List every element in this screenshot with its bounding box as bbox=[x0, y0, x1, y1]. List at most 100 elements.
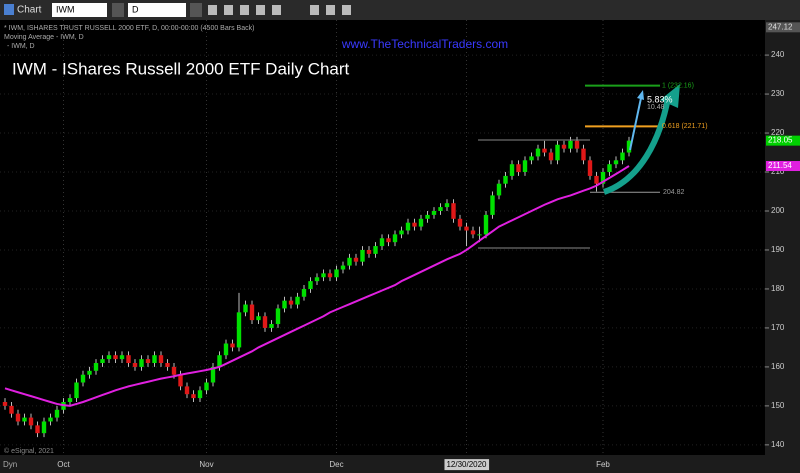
y-tick-label: 180 bbox=[771, 284, 785, 293]
candle-body bbox=[282, 300, 287, 309]
header-line: * IWM, ISHARES TRUST RUSSELL 2000 ETF, D… bbox=[4, 25, 254, 32]
candle-body bbox=[197, 390, 203, 399]
candle-body bbox=[35, 425, 40, 434]
footer-mode[interactable]: Dyn bbox=[3, 460, 17, 469]
candle-body bbox=[145, 359, 151, 364]
app-icon[interactable] bbox=[4, 4, 14, 15]
candle-body bbox=[288, 300, 294, 305]
candle-body bbox=[184, 386, 190, 395]
candle-body bbox=[548, 152, 554, 161]
tool-icon[interactable] bbox=[256, 5, 265, 15]
candle-body bbox=[626, 140, 632, 153]
candle-body bbox=[464, 226, 469, 231]
y-tick-label: 220 bbox=[771, 128, 785, 137]
x-tick-label: Feb bbox=[596, 460, 610, 469]
y-tick-label: 150 bbox=[771, 401, 785, 410]
x-tick-label: Nov bbox=[199, 460, 213, 469]
candle-body bbox=[587, 160, 593, 176]
candle-body bbox=[54, 409, 60, 418]
candle-body bbox=[581, 148, 586, 161]
interval-text: D bbox=[132, 4, 139, 14]
candle-body bbox=[360, 249, 365, 262]
candle-body bbox=[275, 308, 281, 325]
tool-icon[interactable] bbox=[224, 5, 233, 15]
candle-body bbox=[119, 355, 125, 360]
candle-body bbox=[405, 222, 411, 231]
candle-body bbox=[574, 140, 580, 149]
y-tick-label: 160 bbox=[771, 362, 785, 371]
price-axis bbox=[765, 20, 800, 473]
price-label-box bbox=[766, 135, 800, 146]
candle-body bbox=[620, 152, 625, 161]
candle-body bbox=[535, 148, 541, 157]
toolbar-icons bbox=[208, 5, 351, 15]
candle-body bbox=[522, 160, 528, 173]
candle-body bbox=[223, 343, 229, 356]
candle-body bbox=[2, 401, 8, 406]
candle-body bbox=[139, 359, 144, 367]
window-title: Chart bbox=[17, 5, 42, 16]
price-label: 211.54 bbox=[768, 161, 792, 170]
tool-icon[interactable] bbox=[208, 5, 217, 15]
candle-body bbox=[9, 405, 14, 414]
symbol-text: IWM bbox=[56, 4, 75, 14]
candle-body bbox=[509, 164, 515, 176]
candle-body bbox=[353, 257, 359, 262]
candle-body bbox=[87, 370, 92, 375]
candle-body bbox=[262, 316, 268, 328]
candle-body bbox=[41, 421, 47, 434]
candle-body bbox=[165, 363, 170, 367]
candle-body bbox=[490, 195, 495, 215]
y-tick-label: 230 bbox=[771, 89, 785, 98]
candle-body bbox=[178, 374, 183, 387]
candle-body bbox=[236, 312, 242, 348]
candle-body bbox=[158, 355, 164, 364]
x-tick-label: 12/30/2020 bbox=[446, 460, 487, 469]
trend-arrow bbox=[602, 97, 671, 195]
candle-body bbox=[191, 394, 196, 399]
tool-icon[interactable] bbox=[326, 5, 335, 15]
candle-body bbox=[496, 183, 502, 196]
candle-body bbox=[67, 398, 73, 402]
candle-body bbox=[431, 210, 437, 215]
y-tick-label: 200 bbox=[771, 206, 785, 215]
candle-body bbox=[301, 288, 307, 297]
footer: © eSignal, 2021 bbox=[4, 447, 54, 455]
tool-icon[interactable] bbox=[240, 5, 249, 15]
candle-body bbox=[243, 304, 248, 313]
interval-input[interactable] bbox=[128, 3, 186, 17]
trend-arrow-head bbox=[660, 84, 680, 108]
tool-icon[interactable] bbox=[342, 5, 351, 15]
candle-body bbox=[483, 214, 489, 235]
candle-body bbox=[295, 296, 300, 305]
candle-body bbox=[340, 265, 346, 270]
note-label: 5.83% bbox=[647, 95, 673, 105]
projection-arrow bbox=[629, 97, 642, 151]
candle-body bbox=[555, 144, 560, 161]
x-tick-highlight bbox=[444, 459, 490, 471]
chart-title: IWM - IShares Russell 2000 ETF Daily Cha… bbox=[12, 59, 350, 78]
level-label: 204.82 bbox=[663, 189, 685, 196]
candle-body bbox=[48, 417, 53, 422]
candle-body bbox=[152, 355, 157, 364]
header-line: Moving Average - IWM, D bbox=[4, 34, 84, 41]
candle-body bbox=[113, 355, 118, 360]
note-label: 10.48 bbox=[647, 104, 665, 111]
y-tick-label: 210 bbox=[771, 167, 785, 176]
candle-body bbox=[100, 359, 105, 364]
header-line: - IWM, D bbox=[7, 43, 35, 50]
candle-body bbox=[22, 417, 27, 422]
symbol-input[interactable] bbox=[52, 3, 107, 17]
symbol-button[interactable] bbox=[112, 3, 124, 17]
candle-body bbox=[379, 238, 385, 247]
tool-icon[interactable] bbox=[272, 5, 281, 15]
interval-button[interactable] bbox=[190, 3, 202, 17]
candle-body bbox=[600, 172, 606, 184]
tool-icon[interactable] bbox=[310, 5, 319, 15]
candle-body bbox=[568, 140, 573, 149]
candle-body bbox=[28, 417, 34, 426]
candle-body bbox=[366, 249, 372, 254]
candle-body bbox=[399, 230, 404, 235]
candle-body bbox=[308, 281, 313, 289]
